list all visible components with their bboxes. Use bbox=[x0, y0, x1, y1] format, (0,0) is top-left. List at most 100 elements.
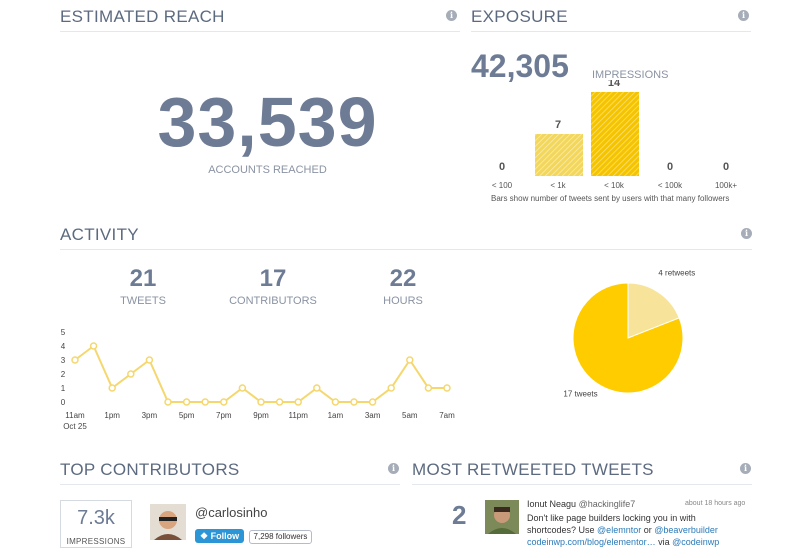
contributors-count: 17 bbox=[259, 265, 287, 292]
exposure-title: EXPOSURE bbox=[471, 7, 568, 26]
pie-slice bbox=[627, 282, 680, 339]
activity-point bbox=[201, 398, 209, 406]
activity-point bbox=[220, 398, 228, 406]
tweet-author: Ionut Neagu @hackinglife7 bbox=[527, 499, 635, 509]
activity-x-tick: 11pm bbox=[288, 411, 308, 420]
most-retweeted-divider bbox=[412, 484, 752, 485]
exposure-bar-category: < 10k bbox=[604, 181, 625, 190]
tweet-text-fragment: via bbox=[655, 537, 673, 547]
top-contributors-title: TOP CONTRIBUTORS bbox=[60, 460, 240, 479]
activity-point bbox=[275, 398, 284, 406]
tweet-link[interactable]: codeinwp.com/blog/elementor… bbox=[527, 537, 656, 547]
tweet-text: Don't like page builders locking you in … bbox=[527, 512, 752, 548]
activity-x-tick: 5pm bbox=[179, 411, 195, 420]
activity-point bbox=[182, 398, 191, 406]
estimated-reach-title: ESTIMATED REACH bbox=[60, 7, 225, 26]
activity-x-tick: 3pm bbox=[142, 411, 158, 420]
activity-line-chart: 5 4 3 2 1 0 11am 1pm 3pm 5pm 7pm 9pm 11pm 1am 3am 5am 7a… bbox=[61, 328, 455, 431]
tweets-count: 21 bbox=[129, 265, 157, 292]
exposure-bar bbox=[591, 92, 639, 176]
activity-x-tick: 9pm bbox=[253, 411, 269, 420]
impressions-value: 42,305 bbox=[471, 48, 569, 84]
follow-button[interactable]: ❖ Follow bbox=[195, 529, 245, 543]
activity-y-tick: 4 bbox=[61, 342, 66, 351]
contributor-impressions-box: 7.3k IMPRESSIONS bbox=[60, 500, 132, 548]
hours-label: HOURS bbox=[383, 295, 423, 307]
activity-divider bbox=[60, 249, 752, 250]
exposure-bar-category: 100k+ bbox=[715, 181, 737, 190]
activity-x-tick: 5am bbox=[402, 411, 418, 420]
accounts-reached-value: 33,539 bbox=[157, 83, 378, 161]
activity-pie-chart: 4 retweets 17 tweets bbox=[563, 270, 695, 398]
exposure-bar-category: < 100k bbox=[658, 181, 683, 190]
activity-x-tick: 3am bbox=[365, 411, 381, 420]
activity-x-tick: 11am bbox=[65, 411, 85, 420]
mention-elemntor[interactable]: @elemntor bbox=[597, 525, 642, 535]
tweet-text-fragment: shortcodes? Use bbox=[527, 525, 598, 535]
follow-button-label: Follow bbox=[210, 531, 240, 541]
follower-count: 7,298 followers bbox=[248, 530, 313, 544]
tweet-text-fragment: or bbox=[641, 525, 655, 535]
activity-point bbox=[257, 398, 265, 406]
exposure-divider bbox=[471, 31, 751, 32]
accounts-reached-label: ACCOUNTS REACHED bbox=[208, 164, 327, 176]
activity-y-tick: 2 bbox=[61, 370, 66, 379]
tweet-author-avatar[interactable] bbox=[485, 500, 519, 534]
estimated-reach-info-icon[interactable]: i bbox=[446, 10, 457, 21]
most-retweeted-info-icon[interactable]: i bbox=[740, 463, 751, 474]
exposure-bar-chart: 0 < 100 7 < 1k 14 < 10k 0 < 100k 0 100k+ bbox=[492, 80, 737, 190]
tweet-author-handle[interactable]: @hackinglife7 bbox=[578, 499, 636, 509]
estimated-reach-divider bbox=[60, 31, 460, 32]
contributor-impressions-value: 7.3k bbox=[77, 507, 115, 529]
activity-point bbox=[387, 384, 395, 392]
activity-point bbox=[443, 384, 451, 392]
activity-point bbox=[350, 398, 358, 406]
activity-point bbox=[313, 384, 321, 392]
exposure-bar-value: 0 bbox=[499, 161, 505, 173]
activity-x-tick: 1pm bbox=[104, 411, 120, 420]
activity-info-icon[interactable]: i bbox=[741, 228, 752, 239]
exposure-bar-value: 14 bbox=[608, 80, 621, 89]
tweet-author-name[interactable]: Ionut Neagu bbox=[527, 499, 577, 509]
contributors-label: CONTRIBUTORS bbox=[229, 295, 317, 307]
top-contributors-divider bbox=[60, 484, 400, 485]
exposure-bar-value: 0 bbox=[667, 161, 673, 173]
tweet-text-line-3: codeinwp.com/blog/elementor… via @codein… bbox=[527, 536, 752, 548]
activity-point bbox=[331, 398, 340, 406]
twitter-bird-icon: ❖ bbox=[200, 531, 209, 541]
activity-y-tick: 0 bbox=[61, 398, 66, 407]
tweets-label: TWEETS bbox=[120, 295, 166, 307]
contributor-handle[interactable]: @carlosinho bbox=[195, 505, 268, 520]
activity-x-date: Oct 25 bbox=[63, 422, 87, 431]
activity-point bbox=[127, 370, 135, 378]
activity-x-tick: 7pm bbox=[216, 411, 232, 420]
activity-point bbox=[108, 384, 116, 392]
activity-point bbox=[71, 356, 79, 364]
activity-point bbox=[294, 398, 302, 406]
exposure-info-icon[interactable]: i bbox=[738, 10, 749, 21]
activity-x-tick: 7am bbox=[439, 411, 455, 420]
retweet-count: 2 bbox=[452, 500, 467, 530]
activity-point bbox=[424, 384, 433, 392]
pie-slice bbox=[572, 282, 684, 394]
activity-y-tick: 3 bbox=[61, 356, 66, 365]
most-retweeted-title: MOST RETWEETED TWEETS bbox=[412, 460, 654, 479]
activity-point bbox=[238, 384, 247, 392]
tweet-text-line-1: Don't like page builders locking you in … bbox=[527, 513, 696, 523]
tweet-text-line-2: shortcodes? Use @elemntor or @beaverbuil… bbox=[527, 524, 752, 536]
mention-beaverbuilder[interactable]: @beaverbuilder bbox=[654, 525, 718, 535]
pie-slice-label: 4 retweets bbox=[658, 270, 695, 278]
exposure-bar-value: 0 bbox=[723, 161, 729, 173]
activity-point bbox=[164, 398, 172, 406]
top-contributors-info-icon[interactable]: i bbox=[388, 463, 399, 474]
activity-title: ACTIVITY bbox=[60, 225, 139, 244]
mention-codeinwp[interactable]: @codeinwp bbox=[672, 537, 720, 547]
contributor-avatar[interactable] bbox=[150, 504, 186, 540]
contributor-impressions-label: IMPRESSIONS bbox=[66, 537, 126, 546]
activity-point bbox=[145, 356, 154, 364]
exposure-bar bbox=[535, 134, 583, 176]
contributor-follow-row: ❖ Follow 7,298 followers bbox=[195, 526, 313, 544]
activity-y-tick: 1 bbox=[61, 384, 66, 393]
activity-point bbox=[406, 356, 414, 364]
activity-y-tick: 5 bbox=[61, 328, 66, 337]
